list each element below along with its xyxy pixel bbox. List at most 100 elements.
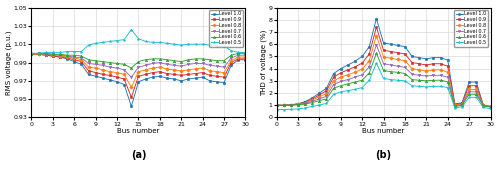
Level 0.7: [424, 75, 430, 77]
Level 0.7: [452, 105, 458, 107]
Level 1.0: [345, 64, 351, 66]
Level 0.7: [136, 66, 141, 68]
Level 1.0: [78, 63, 84, 65]
Level 1.0: [114, 81, 120, 83]
Level 0.5: [359, 86, 365, 89]
Level 0.5: [242, 51, 248, 53]
Level 0.5: [86, 44, 91, 46]
Level 0.8: [402, 60, 408, 62]
Level 0.6: [242, 52, 248, 54]
Level 0.9: [416, 63, 422, 65]
Level 1.0: [92, 75, 98, 77]
Level 0.6: [444, 81, 450, 83]
Level 0.8: [207, 70, 213, 72]
Level 0.9: [64, 57, 70, 59]
Level 1.0: [274, 104, 280, 106]
Level 0.7: [42, 53, 48, 55]
Level 0.7: [78, 57, 84, 59]
Level 0.5: [388, 79, 394, 81]
Level 0.7: [274, 104, 280, 106]
Text: (b): (b): [376, 151, 392, 161]
Level 0.8: [288, 104, 294, 106]
X-axis label: Bus number: Bus number: [118, 128, 160, 134]
Level 0.6: [374, 52, 380, 54]
Level 0.9: [288, 104, 294, 106]
Level 0.7: [221, 66, 227, 68]
Level 0.7: [86, 62, 91, 65]
Level 1.0: [288, 104, 294, 106]
Level 0.9: [409, 61, 415, 63]
Level 0.9: [221, 76, 227, 78]
Level 0.9: [228, 61, 234, 63]
Level 0.8: [444, 71, 450, 73]
Level 0.9: [459, 102, 465, 104]
Level 0.8: [374, 35, 380, 37]
Level 1.0: [200, 76, 205, 78]
Level 0.5: [221, 45, 227, 47]
Level 0.5: [480, 106, 486, 108]
Level 1.0: [107, 79, 113, 81]
Level 1.0: [402, 46, 408, 48]
Level 0.5: [473, 96, 479, 98]
Line: Level 1.0: Level 1.0: [30, 53, 246, 108]
Level 0.7: [36, 52, 42, 54]
Level 0.7: [72, 56, 78, 58]
Level 0.8: [352, 71, 358, 73]
Level 1.0: [338, 68, 344, 70]
Level 0.7: [374, 44, 380, 46]
Level 0.9: [142, 73, 148, 75]
Level 0.5: [374, 62, 380, 64]
Level 0.8: [171, 69, 177, 71]
Level 0.7: [295, 103, 301, 106]
Level 0.5: [150, 41, 156, 43]
Level 0.9: [121, 78, 127, 80]
Level 0.8: [228, 60, 234, 62]
Level 0.7: [459, 104, 465, 106]
Level 0.9: [316, 94, 322, 96]
Level 0.9: [345, 69, 351, 71]
Level 1.0: [374, 17, 380, 20]
Level 1.0: [388, 43, 394, 45]
Level 0.6: [157, 58, 163, 60]
Level 0.8: [57, 55, 63, 57]
Level 0.8: [36, 53, 42, 55]
Level 1.0: [452, 103, 458, 105]
Level 0.8: [28, 53, 34, 55]
Level 0.6: [409, 79, 415, 81]
Level 0.5: [309, 106, 315, 108]
Level 0.8: [309, 99, 315, 101]
Level 1.0: [324, 87, 330, 89]
Level 0.8: [178, 70, 184, 72]
Level 0.5: [295, 108, 301, 110]
Level 0.5: [157, 41, 163, 43]
Level 0.6: [236, 52, 242, 54]
Level 0.9: [424, 64, 430, 66]
Level 1.0: [178, 80, 184, 82]
Level 0.8: [316, 96, 322, 98]
Level 0.5: [395, 79, 401, 81]
Level 0.7: [114, 67, 120, 69]
Level 1.0: [64, 58, 70, 60]
Level 0.6: [228, 54, 234, 56]
Level 0.8: [416, 69, 422, 71]
Level 0.6: [142, 59, 148, 61]
Level 0.6: [388, 71, 394, 73]
Level 0.6: [114, 62, 120, 65]
Level 0.8: [142, 69, 148, 71]
Level 0.8: [164, 68, 170, 70]
Text: (a): (a): [130, 151, 146, 161]
Level 0.5: [302, 107, 308, 109]
Level 1.0: [157, 75, 163, 77]
Level 0.9: [274, 104, 280, 106]
Level 0.6: [316, 100, 322, 102]
Level 0.5: [136, 38, 141, 40]
Level 0.6: [352, 81, 358, 83]
Level 0.5: [164, 42, 170, 44]
Level 0.9: [242, 58, 248, 60]
Level 0.7: [228, 57, 234, 59]
Level 1.0: [409, 55, 415, 57]
Level 0.5: [192, 43, 198, 45]
Level 1.0: [295, 103, 301, 105]
Level 1.0: [192, 77, 198, 79]
Level 0.5: [114, 39, 120, 42]
